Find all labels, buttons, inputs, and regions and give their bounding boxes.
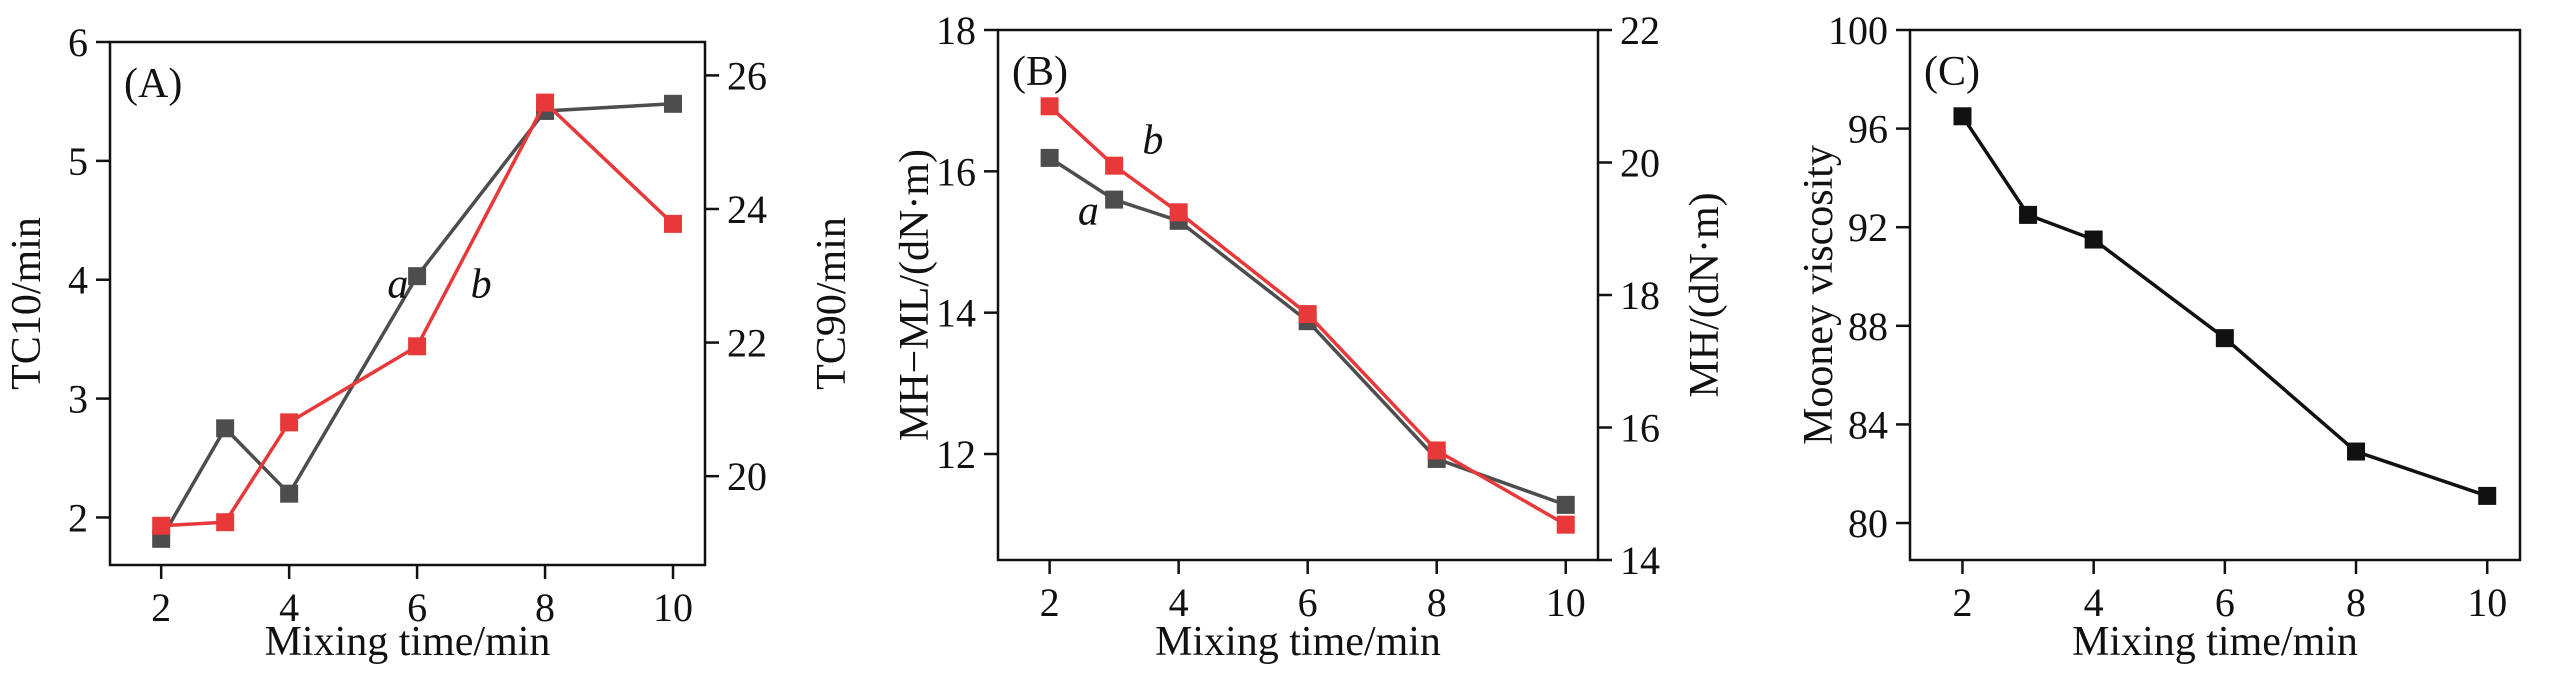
- y-tick-label: 6: [68, 20, 88, 65]
- series-b: [152, 93, 683, 535]
- x-tick-label: 6: [1298, 580, 1318, 625]
- y-axis-label: TC10/min: [4, 217, 50, 390]
- y-tick-label: 14: [936, 291, 976, 336]
- y2-tick-label: 18: [1620, 273, 1660, 318]
- data-point: [536, 93, 555, 112]
- data-point: [216, 419, 235, 438]
- data-point: [1105, 190, 1124, 209]
- data-point: [2215, 329, 2234, 348]
- data-point: [1953, 107, 1972, 126]
- data-point: [280, 413, 299, 432]
- series-line: [1048, 105, 1567, 527]
- y2-tick-label: 26: [727, 53, 767, 98]
- y2-tick-label: 24: [727, 187, 767, 232]
- y-tick-label: 16: [936, 149, 976, 194]
- x-axis-label: Mixing time/min: [1155, 619, 1441, 665]
- series-b: [1040, 97, 1575, 534]
- series-line: [1048, 156, 1567, 507]
- data-point: [2478, 486, 2497, 505]
- data-point: [1105, 156, 1124, 175]
- data-point: [1298, 305, 1317, 324]
- series-line: [159, 102, 674, 540]
- data-point: [1556, 515, 1575, 534]
- chart-panel-3: 2 4 6 8 10 80 84 88 92 96 100 Mixing time/min Mooney…: [1796, 8, 2522, 665]
- series-annotation: a: [387, 262, 408, 308]
- y2-axis-label: TC90/min: [809, 217, 855, 390]
- y-axis-label: Mooney viscosity: [1796, 145, 1842, 445]
- data-point: [408, 267, 427, 286]
- panel-label: (B): [1012, 49, 1068, 95]
- x-tick-label: 10: [653, 585, 693, 630]
- y2-tick-label: 14: [1620, 538, 1660, 583]
- y-tick-label: 5: [68, 139, 88, 184]
- y-tick-label: 12: [936, 432, 976, 477]
- y-tick-label: 88: [1848, 304, 1888, 349]
- chart-panel-2: 2 4 6 8 10 12 14 16 18 14 16 18 20 22 Mixing time/min M…: [892, 8, 1728, 665]
- panel-label: (A): [124, 61, 182, 107]
- series-a: [1040, 148, 1575, 514]
- x-tick-label: 10: [1546, 580, 1586, 625]
- y-tick-label: 96: [1848, 107, 1888, 152]
- data-point: [1427, 441, 1446, 460]
- data-point: [2019, 205, 2038, 224]
- data-point: [408, 337, 427, 356]
- plot-frame: [996, 28, 1600, 562]
- series-line: [161, 99, 675, 528]
- y-tick-label: 4: [68, 258, 88, 303]
- x-tick-label: 8: [2346, 580, 2366, 625]
- x-tick-label: 8: [535, 585, 555, 630]
- series-annotation: b: [1142, 118, 1163, 164]
- x-tick-label: 2: [1040, 580, 1060, 625]
- data-point: [2347, 442, 2366, 461]
- data-point: [2084, 230, 2103, 249]
- y-tick-label: 80: [1848, 501, 1888, 546]
- series-a: [152, 94, 683, 548]
- y2-tick-label: 20: [1620, 141, 1660, 186]
- x-tick-label: 6: [407, 585, 427, 630]
- y2-tick-label: 16: [1620, 406, 1660, 451]
- y-tick-label: 3: [68, 377, 88, 422]
- y2-tick-label: 22: [1620, 8, 1660, 53]
- x-axis-label: Mixing time/min: [265, 619, 551, 665]
- data-point: [1040, 148, 1059, 167]
- x-tick-label: 6: [2215, 580, 2235, 625]
- x-tick-label: 2: [1952, 580, 1972, 625]
- y-tick-label: 92: [1848, 205, 1888, 250]
- y-tick-label: 100: [1828, 8, 1888, 53]
- y-axis-label: MH−ML/(dN·m): [892, 149, 938, 441]
- data-point: [1556, 495, 1575, 514]
- y2-axis-label: MH/(dN·m): [1682, 192, 1728, 397]
- y-tick-label: 84: [1848, 402, 1888, 447]
- x-tick-label: 8: [1427, 580, 1447, 625]
- data-point: [664, 94, 683, 113]
- plot-frame: [1908, 28, 2522, 562]
- data-point: [1169, 203, 1188, 222]
- data-point: [1040, 97, 1059, 116]
- y2-tick-label: 22: [727, 321, 767, 366]
- x-tick-label: 2: [151, 585, 171, 630]
- data-point: [216, 513, 235, 532]
- data-point: [280, 484, 299, 503]
- panel-label: (C): [1924, 49, 1980, 95]
- y-tick-label: 2: [68, 495, 88, 540]
- series-annotation: b: [471, 262, 492, 308]
- x-tick-label: 4: [2084, 580, 2104, 625]
- x-tick-label: 4: [279, 585, 299, 630]
- series-line: [1961, 115, 2488, 498]
- x-tick-label: 10: [2467, 580, 2507, 625]
- data-point: [152, 516, 171, 535]
- data-point: [664, 214, 683, 233]
- y-tick-label: 18: [936, 8, 976, 53]
- y2-tick-label: 20: [727, 454, 767, 499]
- x-axis-label: Mixing time/min: [2072, 619, 2358, 665]
- plot-frame: [108, 40, 707, 567]
- series-annotation: a: [1078, 188, 1099, 234]
- x-tick-label: 4: [1169, 580, 1189, 625]
- series-1: [1953, 107, 2497, 505]
